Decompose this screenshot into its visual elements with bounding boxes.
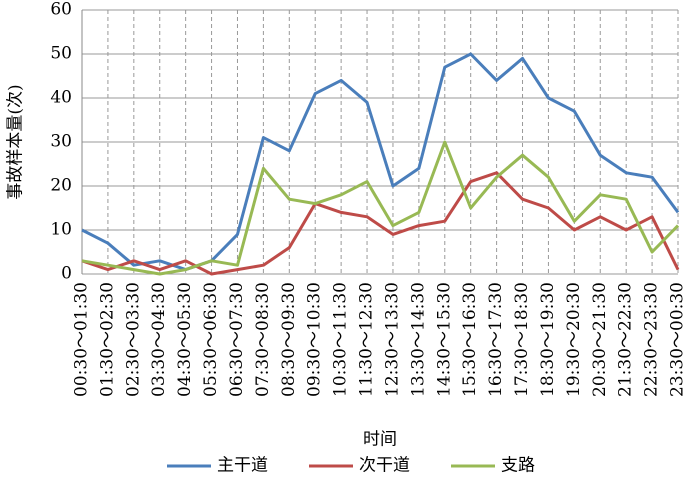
x-tick-label: 21:30～22:30 — [616, 282, 636, 397]
y-tick-label: 0 — [61, 264, 72, 284]
x-tick-label: 14:30～15:30 — [434, 282, 454, 397]
x-tick-label: 06:30～07:30 — [227, 282, 247, 397]
legend-label: 主干道 — [217, 456, 268, 476]
x-tick-label: 22:30～23:30 — [642, 282, 662, 397]
x-tick-label: 15:30～16:30 — [460, 282, 480, 397]
x-tick-label: 03:30～04:30 — [149, 282, 169, 397]
y-tick-label: 60 — [50, 0, 72, 20]
x-tick-label: 08:30～09:30 — [279, 282, 299, 397]
y-tick-label: 10 — [50, 220, 72, 240]
x-tick-label: 12:30～13:30 — [382, 282, 402, 397]
x-axis-title: 时间 — [363, 430, 397, 450]
line-series — [81, 52, 680, 272]
x-tick-label: 01:30～02:30 — [97, 282, 117, 397]
legend-label: 次干道 — [359, 456, 410, 476]
x-tick-label: 19:30～20:30 — [564, 282, 584, 397]
legend-label: 支路 — [501, 456, 535, 476]
x-tick-label: 20:30～21:30 — [590, 282, 610, 397]
x-tick-label: 16:30～17:30 — [486, 282, 506, 397]
x-tick-label: 13:30～14:30 — [408, 282, 428, 397]
y-tick-label: 50 — [50, 44, 72, 64]
x-tick-label: 11:30～12:30 — [357, 282, 377, 397]
x-tick-label: 17:30～18:30 — [512, 282, 532, 397]
x-tick-label: 10:30～11:30 — [331, 282, 351, 397]
x-tick-label: 07:30～08:30 — [253, 282, 273, 397]
x-tick-label: 02:30～03:30 — [123, 282, 143, 397]
y-tick-label: 40 — [50, 88, 72, 108]
line-series — [81, 171, 680, 276]
x-tick-label: 09:30～10:30 — [305, 282, 325, 397]
x-tick-label: 04:30～05:30 — [175, 282, 195, 397]
y-tick-label: 20 — [50, 176, 72, 196]
y-axis-title: 事故样本量(次) — [6, 84, 26, 199]
x-tick-label: 00:30～01:30 — [72, 282, 92, 397]
x-tick-label: 23:30～00:30 — [668, 282, 688, 397]
line-series — [81, 140, 680, 276]
y-tick-label: 30 — [50, 132, 72, 152]
x-tick-label: 05:30～06:30 — [201, 282, 221, 397]
x-tick-label: 18:30～19:30 — [538, 282, 558, 397]
